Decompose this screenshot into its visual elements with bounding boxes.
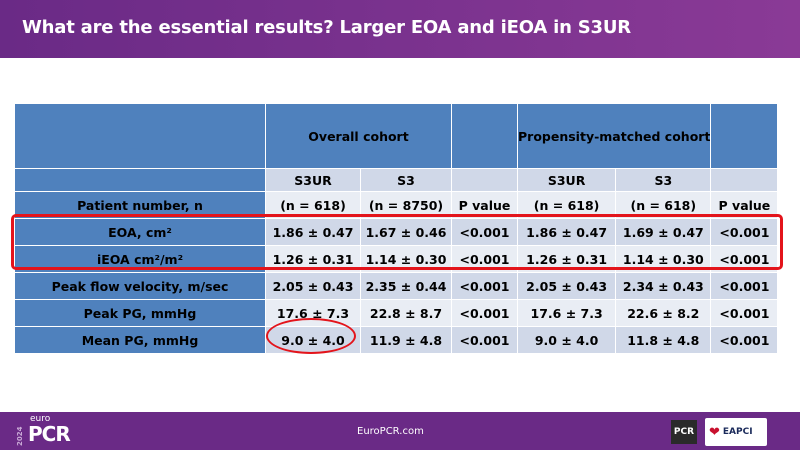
subheader-cell <box>451 168 518 192</box>
footer-year: 2024 <box>16 426 24 446</box>
table-cell: 9.0 ± 4.0 <box>516 326 617 354</box>
highlight-box <box>11 214 783 270</box>
table-cell: <0.001 <box>451 299 518 327</box>
table-cell: 11.8 ± 4.8 <box>615 326 712 354</box>
subheader-cell: S3 <box>615 168 712 192</box>
table-cell: 1.86 ± 0.47 <box>265 218 361 246</box>
matched-cohort-header: Propensity-matched cohort <box>516 103 712 169</box>
table-cell: <0.001 <box>451 272 518 300</box>
table-cell: <0.001 <box>710 218 779 246</box>
empty-subheader-cell <box>14 168 266 192</box>
heart-icon: ❤ <box>709 424 720 440</box>
pcr-logo: PCR <box>671 420 697 444</box>
title-bar: What are the essential results? Larger E… <box>0 0 800 58</box>
table-cell: <0.001 <box>451 218 518 246</box>
subheader-cell: S3 <box>360 168 452 192</box>
table-cell: 1.86 ± 0.47 <box>516 218 617 246</box>
footer-brand-small: euro <box>30 414 51 424</box>
table-cell: 2.05 ± 0.43 <box>516 272 617 300</box>
row-label: Peak PG, mmHg <box>14 299 266 327</box>
empty-header-cell <box>710 103 779 169</box>
footer-url[interactable]: EuroPCR.com <box>357 426 424 437</box>
table-row: EOA, cm² 1.86 ± 0.47 1.67 ± 0.46 <0.001 … <box>14 218 779 246</box>
empty-header-cell <box>451 103 518 169</box>
subheader-cell <box>710 168 779 192</box>
table-cell: 22.8 ± 8.7 <box>360 299 452 327</box>
overall-cohort-header: Overall cohort <box>265 103 452 169</box>
eapci-label: EAPCI <box>722 427 753 437</box>
subheader-cell: S3UR <box>516 168 617 192</box>
table-row: Peak flow velocity, m/sec 2.05 ± 0.43 2.… <box>14 272 779 300</box>
table-cell: 17.6 ± 7.3 <box>516 299 617 327</box>
table-cell: 1.67 ± 0.46 <box>360 218 452 246</box>
table-row: Mean PG, mmHg 9.0 ± 4.0 11.9 ± 4.8 <0.00… <box>14 326 779 354</box>
table-cell: <0.001 <box>710 326 779 354</box>
table-cell: <0.001 <box>710 272 779 300</box>
table-cell: 11.9 ± 4.8 <box>360 326 452 354</box>
highlight-circle <box>266 318 356 354</box>
table-cell: 2.05 ± 0.43 <box>265 272 361 300</box>
table-cell: 2.34 ± 0.43 <box>615 272 712 300</box>
row-label: Peak flow velocity, m/sec <box>14 272 266 300</box>
row-label: Mean PG, mmHg <box>14 326 266 354</box>
eapci-logo: ❤ EAPCI <box>705 418 767 446</box>
footer-bar <box>0 412 800 450</box>
europcr-logo: PCR <box>28 422 71 446</box>
table-cell: <0.001 <box>451 326 518 354</box>
row-label: EOA, cm² <box>14 218 266 246</box>
table-cell: 2.35 ± 0.44 <box>360 272 452 300</box>
empty-corner-cell <box>14 103 266 169</box>
group-header-row: Overall cohort Propensity-matched cohort <box>14 103 779 169</box>
table-row: Peak PG, mmHg 17.6 ± 7.3 22.8 ± 8.7 <0.0… <box>14 299 779 327</box>
table-cell: 1.69 ± 0.47 <box>615 218 712 246</box>
table-cell: <0.001 <box>710 299 779 327</box>
slide-title: What are the essential results? Larger E… <box>22 17 631 38</box>
table-cell: 22.6 ± 8.2 <box>615 299 712 327</box>
subheader-row: S3UR S3 S3UR S3 <box>14 168 779 192</box>
subheader-cell: S3UR <box>265 168 361 192</box>
table-cell: <0.001 <box>710 245 779 273</box>
